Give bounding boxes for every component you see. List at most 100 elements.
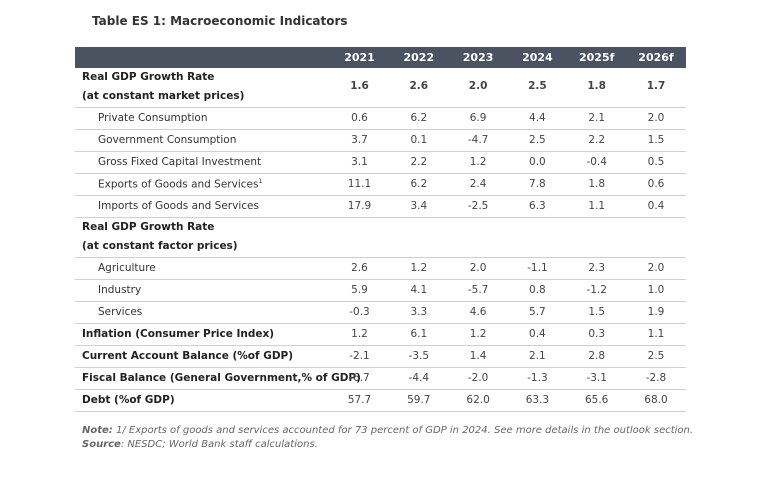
cell-value: 68.0 [644,394,668,406]
label-text: Real GDP Growth Rate [82,221,215,233]
cell-value: 3.3 [410,306,428,318]
cell-value: 2.0 [647,262,665,274]
label-text: Inflation (Consumer Price Index) [82,328,275,340]
cell-value: 4.6 [469,306,487,318]
cell-value: 2.0 [647,112,665,124]
cell-value: 0.3 [588,328,606,340]
cell-value: 6.2 [410,178,428,190]
source: Source: NESDC; World Bank staff calculat… [82,439,318,450]
cell-value: 2.6 [351,262,368,274]
cell-value: -1.3 [527,372,548,384]
cell-value: 5.9 [351,284,368,296]
cell-value: 1.9 [647,306,665,318]
cell-value: 57.7 [347,394,372,406]
cell-value: 4.4 [529,112,546,124]
footnote-ref: 1 [258,178,263,185]
row-label: Private Consumption [98,112,208,124]
label-text: Gross Fixed Capital Investment [98,156,262,168]
cell-value: 7.8 [529,178,546,190]
cell-value: -5.7 [467,284,489,296]
column-header: 2024 [522,51,553,64]
cell-value: 2.3 [588,262,606,274]
section-row: Inflation (Consumer Price Index) 1.2 6.1 1.… [75,324,686,346]
row-label: Real GDP Growth Rate [82,221,214,233]
cell-value: 17.9 [347,200,372,212]
cell-value: 1.5 [647,134,665,146]
cell-value: 0.6 [647,178,665,190]
sub-row: Exports of Goods and Services1 11.1 6.2 2.4… [75,174,686,196]
label-text: Industry [98,284,142,296]
sub-row: Industry 5.9 4.1 -5.7 0.8 -1.2 1.0 [75,280,686,302]
cell-value: 1.1 [647,328,665,340]
cell-value: 1.1 [588,200,606,212]
label-text: Current Account Balance (%of GDP) [82,350,294,362]
cell-value: 3.7 [351,134,368,146]
cell-value: 5.7 [529,306,546,318]
cell-value: 6.3 [529,200,546,212]
cell-value: 6.9 [469,112,487,124]
cell-value: 2.8 [588,350,606,362]
note-label: Note: [82,425,113,436]
column-header: 2026f [638,51,674,64]
cell-value: -3.5 [408,350,430,362]
label-text: Exports of Goods and Services [98,178,259,191]
row-label: Gross Fixed Capital Investment [98,156,261,168]
cell-value: -2.0 [467,372,489,384]
label-text: Government Consumption [98,134,237,146]
row-label: Exports of Goods and Services1 [98,178,262,191]
row-label: Real GDP Growth Rate [82,71,214,83]
cell-value: -1.1 [527,262,548,274]
row-label: Inflation (Consumer Price Index) [82,328,274,340]
label-text: Agriculture [98,262,156,274]
section-row: Real GDP Growth Rate (at constant market … [75,68,686,108]
cell-value: 1.2 [469,156,487,168]
row-label: Current Account Balance (%of GDP) [82,350,293,362]
cell-value: 2.4 [469,178,487,190]
cell-value: -3.1 [586,372,607,384]
row-label: Services [98,306,142,318]
cell-value: 2.0 [469,262,487,274]
label-text: Debt (%of GDP) [82,394,175,406]
cell-value: -1.2 [586,284,607,296]
cell-value: 1.5 [588,306,606,318]
source-text: : NESDC; World Bank staff calculations. [120,439,318,450]
cell-value: -2.5 [467,200,489,212]
source-label: Source [82,439,121,450]
label-text: Fiscal Balance (General Government,% of … [82,372,361,384]
cell-value: 59.7 [407,394,431,406]
label-text: Imports of Goods and Services [98,200,259,212]
cell-value: 0.4 [529,328,546,340]
cell-value: 2.5 [529,134,546,146]
cell-value: 0.5 [647,156,665,168]
cell-value: 3.1 [351,156,368,168]
row-sublabel: (at constant factor prices) [82,240,238,252]
cell-value: -0.4 [586,156,607,168]
label-text: Real GDP Growth Rate [82,71,215,83]
cell-value: 2.6 [409,80,429,92]
section-row: Real GDP Growth Rate (at constant factor … [75,218,686,258]
cell-value: 2.1 [588,112,606,124]
cell-value: 11.1 [347,178,372,190]
cell-value: -6.7 [349,372,370,384]
header-row: 2021 2022 2023 2024 2025f 2026f [75,47,686,68]
column-header: 2025f [578,51,615,64]
cell-value: -4.4 [408,372,430,384]
row-label: Agriculture [98,262,156,274]
cell-value: 2.5 [647,350,665,362]
cell-value: 1.8 [588,178,606,190]
cell-value: 1.2 [410,262,428,274]
cell-value: 2.2 [588,134,606,146]
cell-value: 2.0 [468,80,488,92]
row-label: Government Consumption [98,134,236,146]
cell-value: 1.8 [587,80,606,92]
cell-value: -2.8 [645,372,667,384]
cell-value: -4.7 [467,134,489,146]
row-label: Fiscal Balance (General Government,% of … [82,372,361,384]
cell-value: 4.1 [410,284,428,296]
label-text: Private Consumption [98,112,208,124]
cell-value: -2.1 [349,350,370,362]
note-text: 1/ Exports of goods and services account… [116,425,694,436]
sub-row: Private Consumption 0.6 6.2 6.9 4.4 2.1 2.0 [75,108,686,130]
sub-row: Services -0.3 3.3 4.6 5.7 1.5 1.9 [75,302,686,324]
